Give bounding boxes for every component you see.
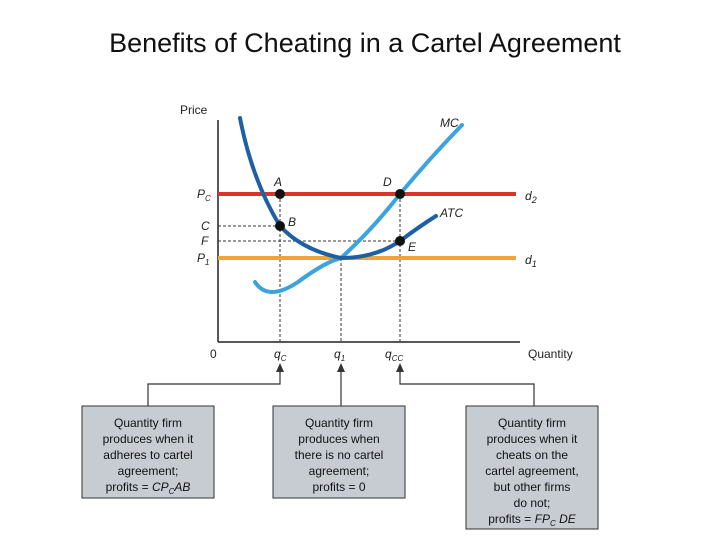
label-qcc: qCC [385, 347, 403, 363]
callout-box-no-cartel [272, 405, 406, 499]
callout-cheats-line-3: cheats on the [496, 448, 568, 462]
label-mc: MC [440, 116, 459, 130]
label-pc: PC [197, 187, 211, 203]
callout-cheats-line-5: but other firms [494, 480, 571, 494]
callout-cheats-line-1: Quantity firm [498, 416, 566, 430]
y-axis-label: Price [180, 103, 208, 117]
callout-no-cartel-line-2: produces when [298, 432, 379, 446]
label-c: C [201, 219, 210, 233]
point-b [275, 221, 285, 231]
arrow-q1 [337, 363, 345, 372]
arrow-qcc [396, 363, 404, 372]
callout-adheres-line-4: agreement; [118, 464, 179, 478]
callout-adheres-line-1: Quantity firm [114, 416, 182, 430]
callout-no-cartel-line-4: agreement; [309, 464, 370, 478]
label-atc: ATC [439, 206, 463, 220]
point-e [395, 236, 405, 246]
label-a: A [273, 175, 282, 189]
label-e: E [408, 240, 417, 254]
label-b: B [288, 215, 296, 229]
point-a [275, 189, 285, 199]
arrow-qc [276, 363, 284, 372]
callout-cheats-profits: profits = FPC DE [488, 512, 576, 528]
label-p1: P1 [197, 251, 209, 267]
mc-curve [253, 123, 464, 294]
label-d2: d2 [525, 189, 537, 205]
x-axis-label: Quantity [528, 347, 573, 361]
callout-no-cartel-line-1: Quantity firm [305, 416, 373, 430]
label-d1: d1 [525, 253, 537, 269]
label-f: F [201, 234, 209, 248]
label-d: D [383, 175, 392, 189]
label-q1: q1 [334, 347, 345, 363]
callout-box-adheres [81, 405, 215, 499]
label-qc: qC [274, 347, 287, 363]
slide-title: Benefits of Cheating in a Cartel Agreeme… [109, 28, 621, 58]
callout-cheats-line-6: do not; [514, 496, 551, 510]
atc-curve [238, 116, 438, 261]
callout-no-cartel-line-3: there is no cartel [295, 448, 384, 462]
callout-cheats-line-2: produces when it [487, 432, 578, 446]
callout-cheats-line-4: cartel agreement, [485, 464, 578, 478]
callout-adheres-profits: profits = CPCAB [106, 480, 191, 496]
point-d [395, 189, 405, 199]
origin-label: 0 [210, 347, 217, 361]
connector-left [147, 370, 281, 406]
callout-box-cheats [465, 405, 599, 530]
callout-no-cartel-profits: profits = 0 [312, 480, 365, 494]
callout-adheres-line-2: produces when it [103, 432, 194, 446]
connector-right [399, 370, 535, 406]
callout-adheres-line-3: adheres to cartel [103, 448, 192, 462]
